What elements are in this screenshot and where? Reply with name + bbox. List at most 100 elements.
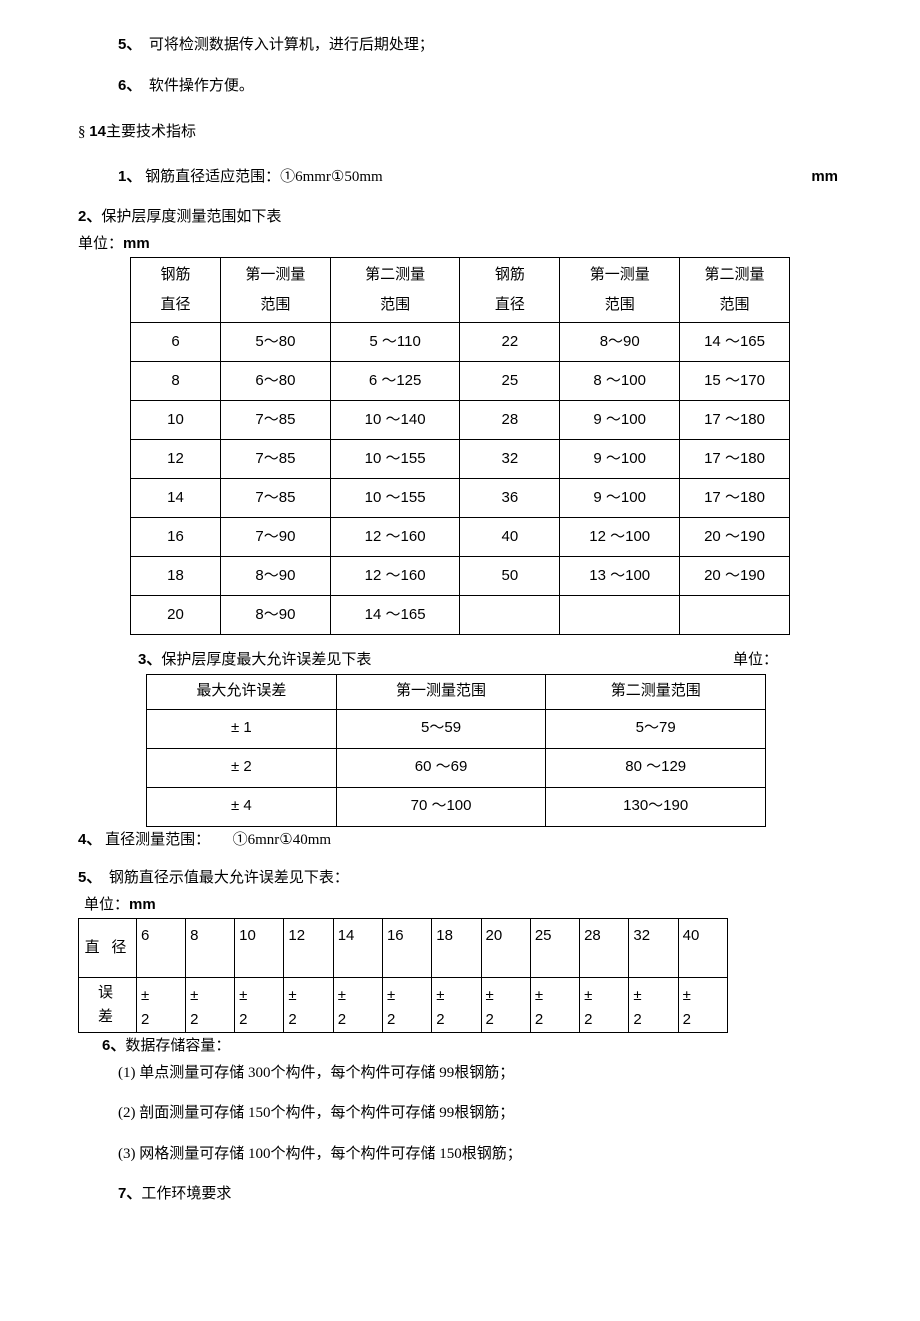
- t1-cell: 12 ～160: [330, 557, 460, 596]
- unit-mm: mm: [123, 235, 150, 252]
- t1-cell: 8～90: [221, 557, 331, 596]
- t1-cell: 9 ～100: [560, 401, 680, 440]
- intro-item: 6、 软件操作方便。: [118, 75, 842, 98]
- t3-error-cell: ±2: [382, 978, 431, 1033]
- t3-error-cell: ±2: [432, 978, 481, 1033]
- spec-3-num: 3、: [138, 651, 161, 668]
- table-row: ± 260 ～6980 ～129: [147, 748, 766, 787]
- table-row: 208～9014 ～165: [131, 596, 790, 635]
- table-row: 65～805 ～110228～9014 ～165: [131, 323, 790, 362]
- t1-cell: 20 ～190: [680, 518, 790, 557]
- spec-3-text: 保护层厚度最大允许误差见下表: [161, 652, 371, 668]
- t3-error-cell: ±2: [333, 978, 382, 1033]
- t3-diameter-cell: 10: [235, 919, 284, 978]
- section-symbol: §: [78, 124, 89, 140]
- t1-cell: 13 ～100: [560, 557, 680, 596]
- section-14-heading: § 14主要技术指标: [78, 121, 842, 144]
- t1-cell: 15 ～170: [680, 362, 790, 401]
- item-text: 可将检测数据传入计算机，进行后期处理；: [134, 37, 434, 53]
- t3-error-cell: ±2: [186, 978, 235, 1033]
- spec-line-2: 2、保护层厚度测量范围如下表: [78, 206, 842, 229]
- cover-thickness-range-table: 钢筋直径第一测量范围第二测量范围钢筋直径第一测量范围第二测量范围 65～805 …: [130, 257, 790, 635]
- t1-cell: 14 ～165: [680, 323, 790, 362]
- t2-cell: 80 ～129: [546, 748, 766, 787]
- table-row: 147～8510 ～155369 ～10017 ～180: [131, 479, 790, 518]
- t1-cell: 10 ～155: [330, 440, 460, 479]
- t1-cell: 7～85: [221, 440, 331, 479]
- table-row: 107～8510 ～140289 ～10017 ～180: [131, 401, 790, 440]
- table-row: 188～9012 ～1605013 ～10020 ～190: [131, 557, 790, 596]
- t3-diameter-cell: 28: [580, 919, 629, 978]
- t2-cell: ± 4: [147, 787, 337, 826]
- t3-row-label: 直 径: [79, 919, 137, 978]
- spec-7-text: 工作环境要求: [141, 1186, 231, 1202]
- spec-2-text: 保护层厚度测量范围如下表: [101, 209, 281, 225]
- t1-cell: 6: [131, 323, 221, 362]
- t1-cell: 17 ～180: [680, 401, 790, 440]
- unit-pre-2: 单位：: [84, 897, 129, 913]
- t1-cell: 17 ～180: [680, 479, 790, 518]
- t2-header: 最大允许误差: [147, 674, 337, 709]
- t3-error-cell: ±2: [235, 978, 284, 1033]
- t1-cell: [460, 596, 560, 635]
- t1-header: 钢筋直径: [460, 258, 560, 323]
- t3-error-cell: ±2: [678, 978, 727, 1033]
- t3-diameter-cell: 40: [678, 919, 727, 978]
- t1-cell: 8 ～100: [560, 362, 680, 401]
- t1-cell: 36: [460, 479, 560, 518]
- t1-cell: 14 ～165: [330, 596, 460, 635]
- t1-cell: 18: [131, 557, 221, 596]
- t1-cell: 8～90: [221, 596, 331, 635]
- spec-line-7: 7、工作环境要求: [118, 1183, 842, 1206]
- t1-cell: 16: [131, 518, 221, 557]
- item-num: 6、: [118, 77, 134, 94]
- spec-4-num: 4、: [78, 831, 101, 848]
- t1-cell: 12: [131, 440, 221, 479]
- t2-cell: 60 ～69: [336, 748, 546, 787]
- spec-7-num: 7、: [118, 1185, 141, 1202]
- t3-diameter-cell: 16: [382, 919, 431, 978]
- spec-2-num: 2、: [78, 208, 101, 225]
- spec-line-5: 5、 钢筋直径示值最大允许误差见下表：: [78, 867, 842, 890]
- t3-diameter-cell: 8: [186, 919, 235, 978]
- t3-diameter-cell: 14: [333, 919, 382, 978]
- unit-label-2: 单位：mm: [84, 894, 842, 917]
- t1-header: 第二测量范围: [330, 258, 460, 323]
- table-row: 86～806 ～125258 ～10015 ～170: [131, 362, 790, 401]
- t1-cell: [560, 596, 680, 635]
- t1-cell: 5～80: [221, 323, 331, 362]
- unit-pre: 单位：: [78, 236, 123, 252]
- t1-cell: 14: [131, 479, 221, 518]
- t2-cell: 5～59: [336, 709, 546, 748]
- t3-diameter-cell: 20: [481, 919, 530, 978]
- diameter-error-table: 直 径6810121416182025283240 误差±2±2±2±2±2±2…: [78, 918, 728, 1033]
- unit-mm-2: mm: [129, 896, 156, 913]
- t1-header: 钢筋直径: [131, 258, 221, 323]
- t1-cell: 7～85: [221, 479, 331, 518]
- t1-cell: 5 ～110: [330, 323, 460, 362]
- t3-diameter-cell: 18: [432, 919, 481, 978]
- spec-1-num: 1、: [118, 168, 141, 185]
- t1-cell: 9 ～100: [560, 440, 680, 479]
- spec-line-4: 4、 直径测量范围： ①6mnr①40mm: [78, 829, 842, 852]
- unit-label-1: 单位：mm: [78, 233, 842, 256]
- t1-cell: 17 ～180: [680, 440, 790, 479]
- spec-1-left: 1、 钢筋直径适应范围：①6mmr①50mm: [118, 166, 383, 189]
- t2-header: 第二测量范围: [546, 674, 766, 709]
- table-row: 127～8510 ～155329 ～10017 ～180: [131, 440, 790, 479]
- storage-item: (3) 网格测量可存储 100个构件，每个构件可存储 150根钢筋；: [118, 1143, 842, 1166]
- section-number: 14: [89, 123, 106, 140]
- t1-cell: 40: [460, 518, 560, 557]
- t1-cell: 20 ～190: [680, 557, 790, 596]
- t3-diameter-cell: 6: [137, 919, 186, 978]
- t1-cell: 6～80: [221, 362, 331, 401]
- t3-error-cell: ±2: [530, 978, 579, 1033]
- t1-cell: 8: [131, 362, 221, 401]
- t3-diameter-cell: 32: [629, 919, 678, 978]
- spec-line-3: 3、保护层厚度最大允许误差见下表 单位：: [138, 649, 778, 672]
- t2-cell: ± 1: [147, 709, 337, 748]
- t1-cell: [680, 596, 790, 635]
- t1-cell: 50: [460, 557, 560, 596]
- spec-1-text: 钢筋直径适应范围：①6mmr①50mm: [145, 169, 383, 185]
- t1-cell: 20: [131, 596, 221, 635]
